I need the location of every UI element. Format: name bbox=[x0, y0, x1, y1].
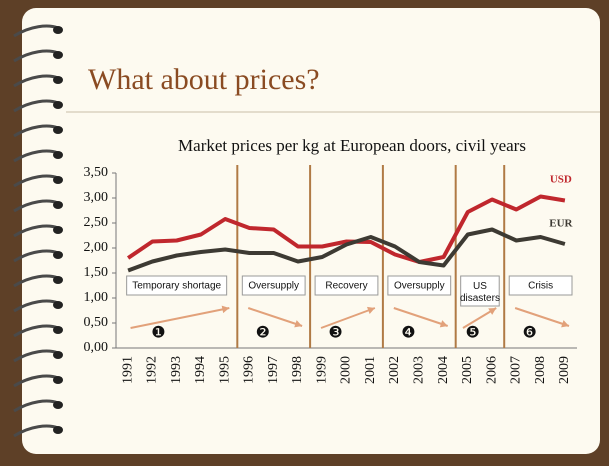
coil-hole bbox=[53, 26, 63, 34]
y-tick-label: 3,00 bbox=[84, 190, 109, 205]
x-tick-label: 1997 bbox=[266, 356, 281, 384]
coil-hole bbox=[53, 276, 63, 284]
phase-label: Temporary shortage bbox=[132, 281, 221, 292]
coil-hole bbox=[53, 251, 63, 259]
y-tick-label: 0,00 bbox=[84, 340, 109, 355]
y-tick-label: 1,00 bbox=[84, 290, 109, 305]
x-tick-label: 2007 bbox=[509, 356, 524, 384]
phase-label: Oversupply bbox=[248, 281, 299, 292]
phase-marker: ❹ bbox=[401, 325, 415, 342]
x-tick-label: 1995 bbox=[217, 356, 232, 384]
x-tick-label: 2005 bbox=[460, 356, 475, 384]
x-tick-label: 2008 bbox=[533, 356, 548, 384]
phase-marker: ❶ bbox=[151, 325, 165, 342]
y-tick-label: 2,00 bbox=[84, 240, 109, 255]
y-tick-label: 0,50 bbox=[84, 315, 109, 330]
phase-marker: ❸ bbox=[328, 325, 342, 342]
phase-marker: ❺ bbox=[465, 325, 479, 342]
phase-marker: ❷ bbox=[256, 325, 270, 342]
x-tick-label: 2004 bbox=[436, 356, 451, 384]
coil-hole bbox=[53, 101, 63, 109]
coil-hole bbox=[53, 401, 63, 409]
coil-hole bbox=[53, 176, 63, 184]
x-tick-label: 1999 bbox=[314, 356, 329, 384]
x-tick-label: 1993 bbox=[169, 356, 184, 384]
slide-title: What about prices? bbox=[88, 63, 320, 96]
x-tick-label: 1994 bbox=[193, 356, 208, 384]
y-tick-label: 1,50 bbox=[84, 265, 109, 280]
y-tick-label: 3,50 bbox=[84, 165, 109, 180]
x-tick-label: 1996 bbox=[242, 356, 257, 384]
phase-marker: ❻ bbox=[523, 325, 537, 342]
x-tick-label: 2000 bbox=[339, 356, 354, 384]
coil-hole bbox=[53, 76, 63, 84]
phase-label: Oversupply bbox=[394, 281, 445, 292]
series-label: USD bbox=[550, 174, 572, 186]
x-tick-label: 2002 bbox=[387, 356, 402, 384]
x-tick-label: 1992 bbox=[145, 356, 160, 384]
coil-hole bbox=[53, 426, 63, 434]
y-tick-label: 2,50 bbox=[84, 215, 109, 230]
x-tick-label: 1991 bbox=[120, 356, 135, 384]
x-tick-label: 2009 bbox=[557, 356, 572, 384]
coil-hole bbox=[53, 376, 63, 384]
coil-hole bbox=[53, 51, 63, 59]
x-tick-label: 2001 bbox=[363, 356, 378, 384]
x-tick-label: 2006 bbox=[484, 356, 499, 384]
x-tick-label: 1998 bbox=[290, 356, 305, 384]
coil-hole bbox=[53, 201, 63, 209]
x-tick-label: 2003 bbox=[412, 356, 427, 384]
phase-label: Recovery bbox=[325, 281, 367, 292]
coil-hole bbox=[53, 326, 63, 334]
chart-title: Market prices per kg at European doors, … bbox=[178, 136, 526, 155]
phase-label: Crisis bbox=[528, 281, 553, 292]
coil-hole bbox=[53, 301, 63, 309]
series-label: EUR bbox=[549, 218, 573, 230]
coil-hole bbox=[53, 151, 63, 159]
coil-hole bbox=[53, 126, 63, 134]
coil-hole bbox=[53, 351, 63, 359]
coil-hole bbox=[53, 226, 63, 234]
slide: What about prices? Market prices per kg … bbox=[0, 0, 609, 461]
